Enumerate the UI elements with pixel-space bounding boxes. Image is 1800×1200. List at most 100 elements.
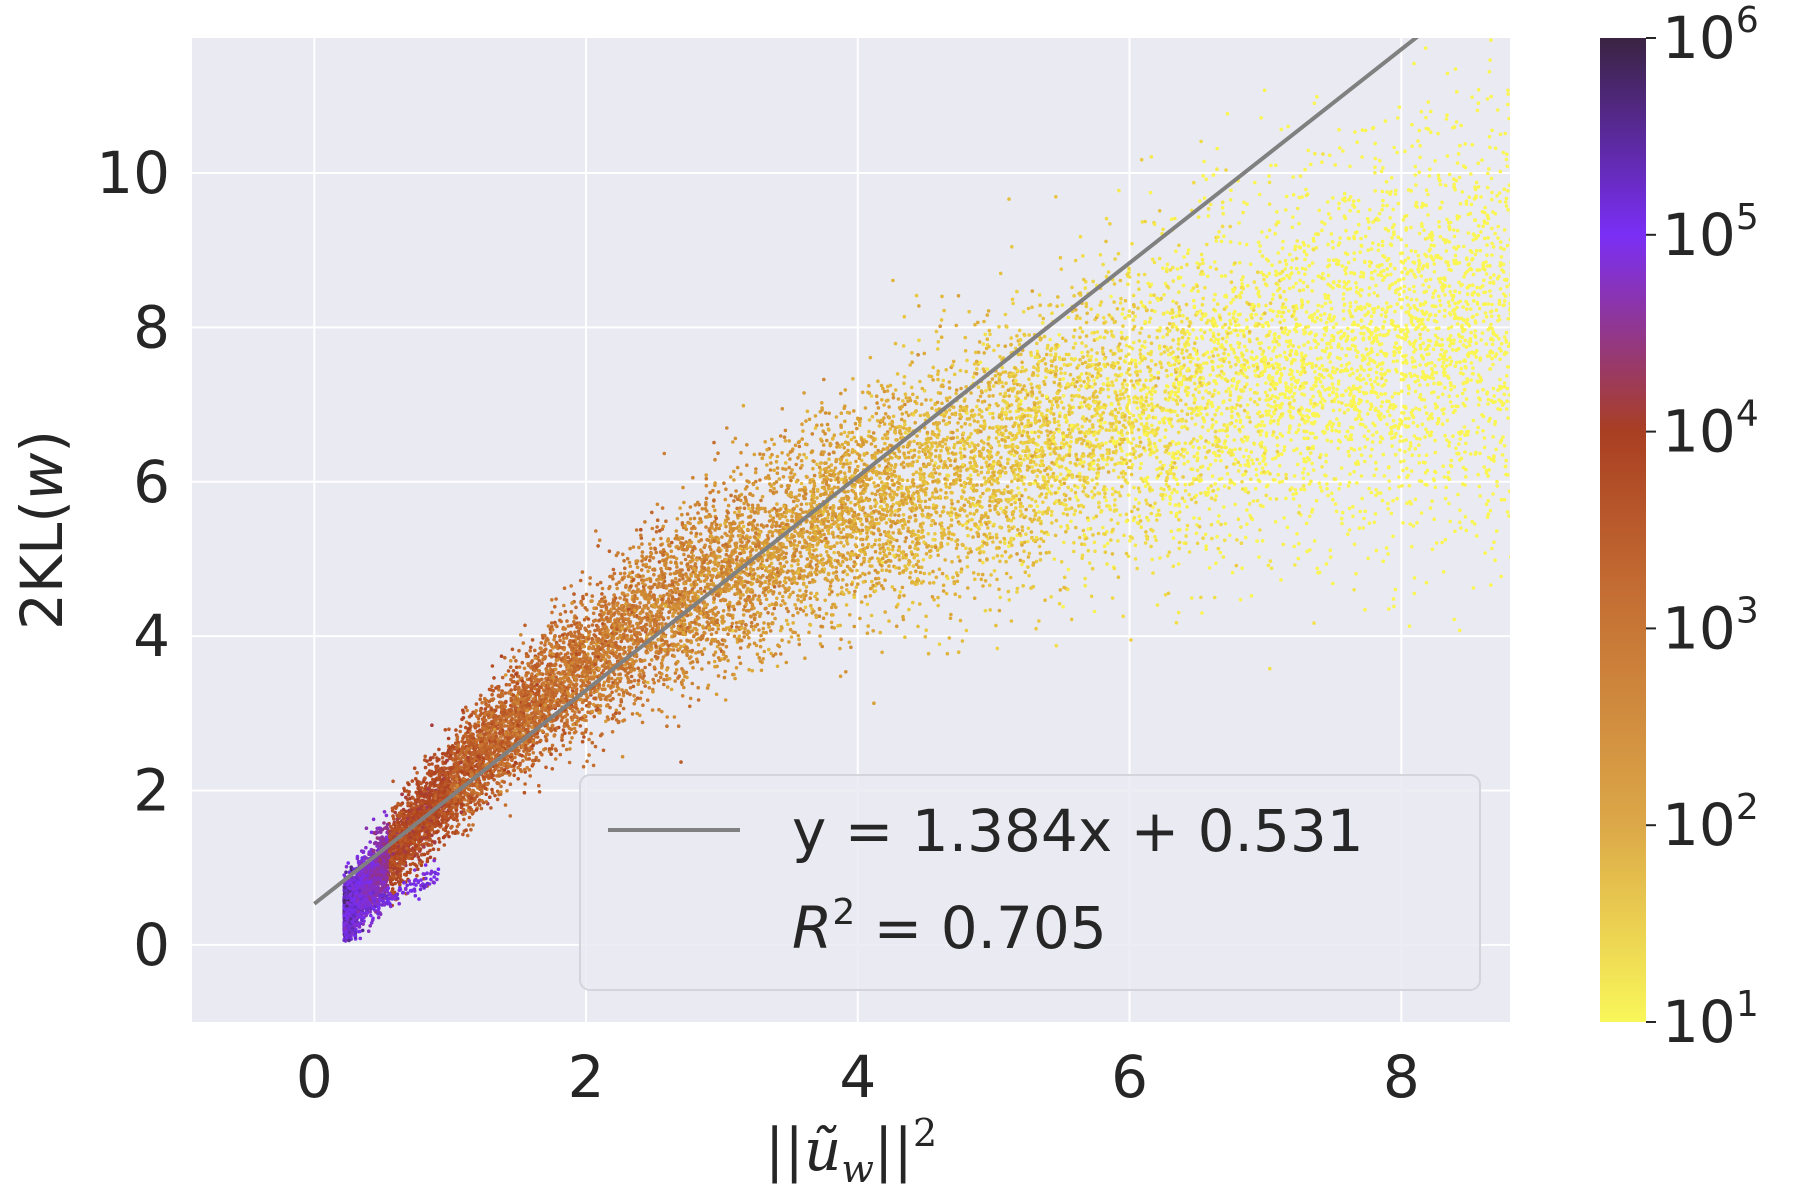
scatter-point (1476, 292, 1480, 297)
scatter-point (1442, 475, 1447, 479)
scatter-point (1045, 408, 1050, 413)
scatter-point (847, 465, 852, 470)
scatter-point (634, 584, 639, 588)
scatter-point (408, 862, 413, 867)
scatter-point (1303, 167, 1307, 172)
scatter-point (1252, 280, 1257, 284)
scatter-point (1107, 448, 1111, 452)
scatter-point (1362, 434, 1367, 439)
scatter-point (1208, 202, 1213, 207)
scatter-point (1402, 284, 1407, 289)
scatter-point (1237, 221, 1241, 225)
scatter-point (799, 507, 803, 512)
scatter-point (968, 511, 973, 516)
scatter-point (1081, 395, 1085, 400)
scatter-point (1469, 172, 1473, 176)
scatter-point (929, 436, 933, 441)
scatter-point (1062, 540, 1066, 545)
scatter-point (1277, 334, 1281, 339)
scatter-point (1260, 420, 1264, 424)
scatter-point (1069, 435, 1073, 439)
scatter-point (1073, 384, 1078, 389)
scatter-point (1351, 371, 1355, 376)
scatter-point (749, 509, 754, 514)
scatter-point (775, 566, 779, 571)
scatter-point (1438, 303, 1443, 308)
scatter-point (1427, 285, 1431, 289)
scatter-point (936, 347, 940, 351)
scatter-point (1410, 453, 1414, 458)
scatter-point (839, 585, 844, 590)
scatter-point (1124, 512, 1129, 517)
scatter-point (1393, 192, 1398, 196)
scatter-point (1058, 411, 1062, 415)
scatter-point (1134, 497, 1138, 502)
scatter-point (867, 571, 871, 575)
scatter-point (656, 655, 660, 660)
scatter-point (1074, 495, 1078, 499)
scatter-point (788, 540, 793, 544)
scatter-point (461, 708, 465, 713)
scatter-point (595, 582, 600, 587)
scatter-point (849, 645, 853, 650)
scatter-point (1120, 312, 1124, 316)
scatter-point (682, 685, 686, 690)
scatter-point (1342, 303, 1347, 307)
scatter-point (1195, 284, 1199, 289)
scatter-point (1509, 25, 1513, 29)
scatter-point (1443, 537, 1448, 542)
scatter-point (1367, 486, 1371, 491)
scatter-point (1320, 337, 1324, 342)
scatter-point (880, 480, 884, 485)
scatter-point (917, 304, 921, 308)
scatter-point (870, 414, 875, 419)
scatter-point (922, 571, 927, 576)
scatter-point (1311, 394, 1315, 399)
scatter-point (1448, 519, 1452, 524)
scatter-point (1390, 225, 1395, 230)
scatter-point (1412, 61, 1416, 66)
scatter-point (1149, 511, 1154, 516)
scatter-point (1437, 357, 1441, 362)
scatter-point (1391, 207, 1395, 212)
scatter-point (1014, 394, 1018, 399)
scatter-point (1345, 287, 1350, 292)
scatter-point (1177, 546, 1181, 551)
scatter-point (1426, 317, 1430, 322)
scatter-point (1455, 305, 1459, 310)
scatter-point (759, 633, 763, 638)
scatter-point (523, 782, 527, 786)
scatter-point (1457, 442, 1461, 446)
scatter-point (700, 667, 704, 671)
scatter-point (1398, 459, 1403, 464)
scatter-point (1104, 498, 1109, 503)
scatter-point (1414, 200, 1419, 205)
scatter-point (1493, 146, 1498, 150)
scatter-point (1027, 504, 1032, 508)
scatter-point (1458, 520, 1462, 525)
scatter-point (1228, 343, 1233, 348)
scatter-point (1503, 131, 1508, 136)
scatter-point (801, 510, 805, 514)
scatter-point (1506, 88, 1510, 93)
scatter-point (1384, 546, 1389, 550)
scatter-point (520, 753, 524, 758)
scatter-point (1444, 364, 1449, 368)
scatter-point (1027, 377, 1031, 382)
scatter-point (884, 436, 889, 441)
scatter-point (828, 584, 833, 588)
scatter-point (1502, 392, 1507, 397)
scatter-point (1193, 348, 1198, 353)
scatter-point (1078, 316, 1082, 321)
scatter-point (966, 500, 971, 504)
scatter-point (716, 674, 721, 678)
scatter-point (1413, 173, 1418, 177)
scatter-point (1211, 368, 1215, 372)
scatter-point (1210, 536, 1214, 541)
scatter-point (882, 403, 886, 407)
scatter-point (1367, 264, 1372, 268)
scatter-point (1198, 309, 1203, 313)
scatter-point (1452, 245, 1456, 250)
scatter-point (447, 727, 451, 731)
scatter-point (1310, 461, 1314, 466)
